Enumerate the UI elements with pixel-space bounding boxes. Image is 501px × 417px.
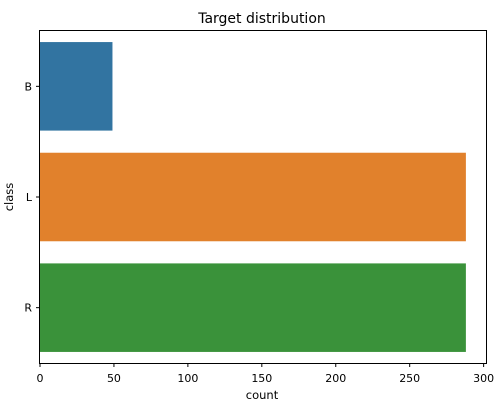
- bar-L: [40, 152, 466, 242]
- bar-R: [40, 263, 466, 352]
- y-tick-label-L: L: [26, 191, 33, 204]
- x-axis-label: count: [246, 388, 279, 402]
- bar-B: [40, 42, 113, 131]
- y-axis-ticks: B L R: [24, 80, 40, 315]
- x-tick-label-150: 150: [251, 372, 272, 385]
- x-tick-label-50: 50: [107, 372, 121, 385]
- y-tick-label-B: B: [24, 80, 32, 93]
- x-axis-ticks: 0 50 100 150 200 250 300: [37, 363, 494, 385]
- x-tick-label-200: 200: [325, 372, 346, 385]
- x-tick-label-100: 100: [177, 372, 198, 385]
- x-tick-label-0: 0: [37, 372, 44, 385]
- plot-frame: [39, 30, 487, 364]
- chart-title: Target distribution: [197, 11, 326, 27]
- bars-group: [40, 42, 466, 352]
- x-tick-label-300: 300: [473, 372, 494, 385]
- y-tick-label-R: R: [24, 302, 32, 315]
- x-tick-label-250: 250: [399, 372, 420, 385]
- y-axis-label: class: [2, 183, 16, 212]
